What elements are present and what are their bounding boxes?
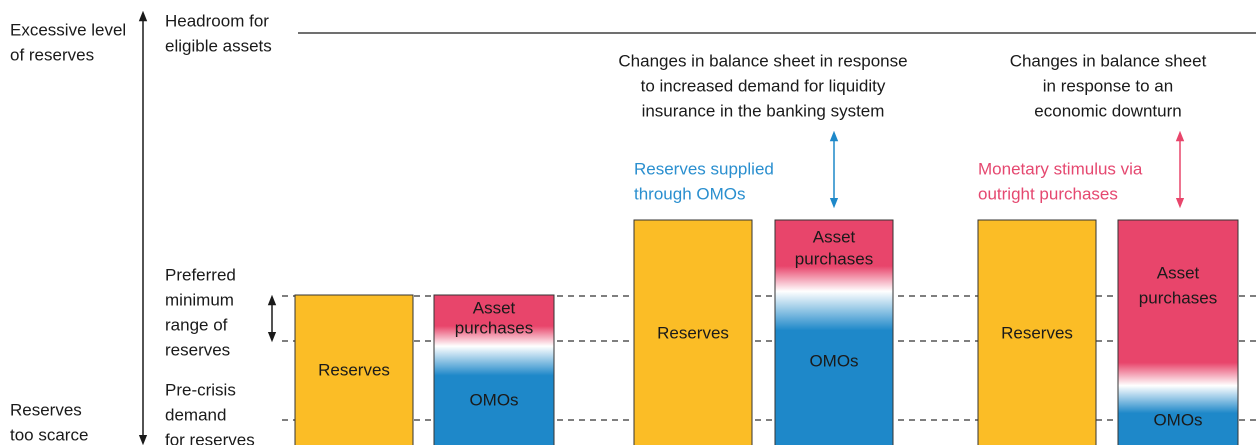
panel-heading: economic downturn xyxy=(1034,101,1181,120)
headroom-label: Headroom for xyxy=(165,11,269,30)
panel-note: Monetary stimulus via xyxy=(978,159,1143,178)
range-label: Preferred xyxy=(165,265,236,284)
reserves-bar xyxy=(977,219,1097,445)
axis-label: Reserves xyxy=(10,400,82,419)
pre-crisis-label: demand xyxy=(165,405,226,424)
bar-label: OMOs xyxy=(1153,410,1202,429)
bar-label: Reserves xyxy=(657,323,729,342)
bar-label: Asset xyxy=(1157,263,1200,282)
bar-label: Asset xyxy=(473,298,516,317)
balance-bar xyxy=(774,219,894,445)
bar-label: purchases xyxy=(795,249,873,268)
panel-heading: in response to an xyxy=(1043,76,1173,95)
bar-label: Reserves xyxy=(1001,323,1073,342)
range-label: reserves xyxy=(165,340,230,359)
panel-heading: Changes in balance sheet xyxy=(1010,51,1207,70)
range-label: minimum xyxy=(165,290,234,309)
panel-heading: Changes in balance sheet in response xyxy=(618,51,907,70)
reserves-bar xyxy=(294,294,414,445)
axis-label: of reserves xyxy=(10,45,94,64)
bar-label: Asset xyxy=(813,227,856,246)
balance-bar xyxy=(1117,219,1239,445)
panel-heading: to increased demand for liquidity xyxy=(641,76,886,95)
panel-note: through OMOs xyxy=(634,184,746,203)
axis-label: too scarce xyxy=(10,425,88,444)
panel-note: Reserves supplied xyxy=(634,159,774,178)
bar-label: purchases xyxy=(455,318,533,337)
pre-crisis-label: for reserves xyxy=(165,430,255,445)
bar-label: OMOs xyxy=(809,351,858,370)
panel-heading: insurance in the banking system xyxy=(642,101,885,120)
axis-label: Excessive level xyxy=(10,20,126,39)
bar-label: Reserves xyxy=(318,360,390,379)
bar-label: OMOs xyxy=(469,390,518,409)
headroom-label: eligible assets xyxy=(165,36,272,55)
bar-label: purchases xyxy=(1139,288,1217,307)
balance-bar xyxy=(433,294,555,445)
pre-crisis-label: Pre-crisis xyxy=(165,380,236,399)
range-label: range of xyxy=(165,315,228,334)
reserves-bar xyxy=(633,219,753,445)
panel-note: outright purchases xyxy=(978,184,1118,203)
